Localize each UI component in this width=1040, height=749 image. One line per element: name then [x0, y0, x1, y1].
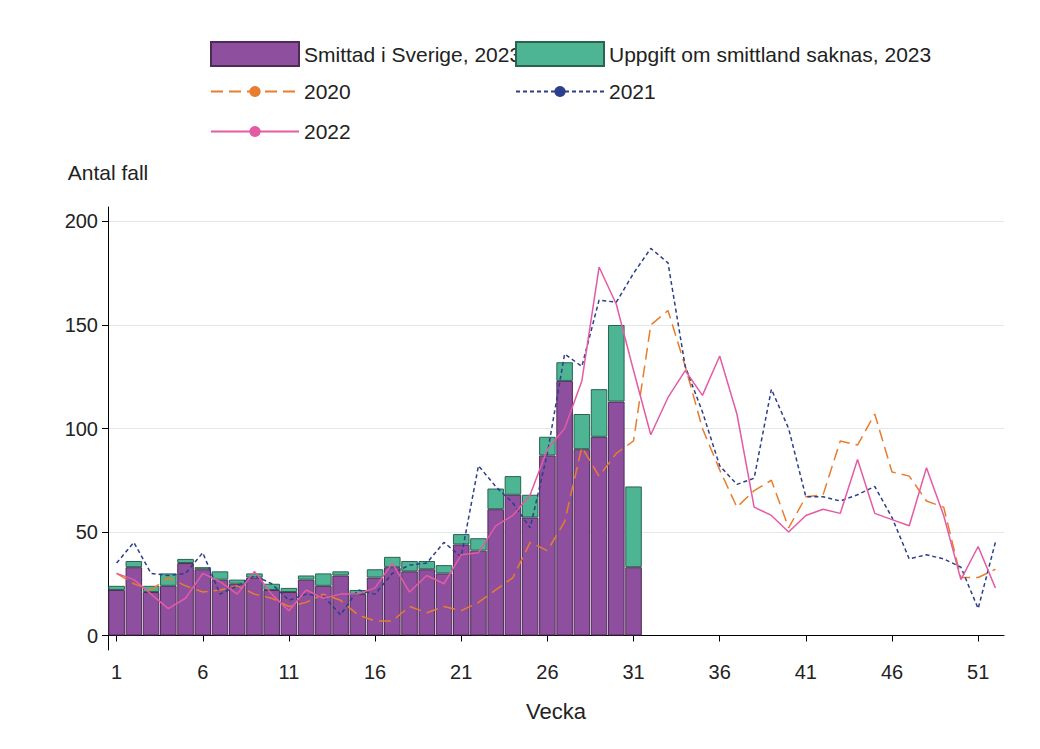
svg-text:2021: 2021 — [609, 80, 656, 103]
svg-text:Uppgift om smittland saknas, 2: Uppgift om smittland saknas, 2023 — [609, 43, 931, 66]
svg-text:Smittad i Sverige, 2023: Smittad i Sverige, 2023 — [304, 43, 521, 66]
svg-text:200: 200 — [65, 210, 98, 232]
svg-text:2022: 2022 — [304, 120, 351, 143]
svg-text:31: 31 — [622, 661, 644, 683]
svg-text:36: 36 — [709, 661, 731, 683]
svg-text:0: 0 — [87, 625, 98, 647]
svg-text:26: 26 — [536, 661, 558, 683]
svg-text:41: 41 — [795, 661, 817, 683]
svg-text:46: 46 — [881, 661, 903, 683]
svg-text:150: 150 — [65, 314, 98, 336]
svg-text:16: 16 — [364, 661, 386, 683]
svg-text:Vecka: Vecka — [526, 699, 587, 724]
svg-text:Antal fall: Antal fall — [68, 161, 149, 184]
svg-text:6: 6 — [197, 661, 208, 683]
svg-text:100: 100 — [65, 418, 98, 440]
svg-text:1: 1 — [111, 661, 122, 683]
svg-text:2020: 2020 — [304, 80, 351, 103]
svg-text:11: 11 — [279, 661, 300, 683]
svg-text:21: 21 — [450, 661, 472, 683]
svg-text:51: 51 — [967, 661, 989, 683]
svg-text:50: 50 — [76, 521, 98, 543]
